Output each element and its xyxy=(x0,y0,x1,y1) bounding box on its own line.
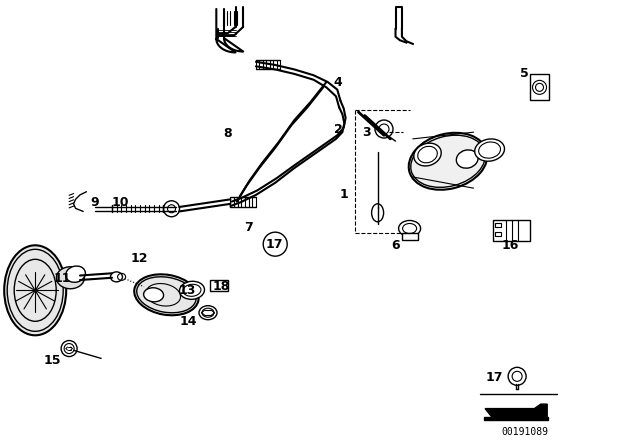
Bar xyxy=(210,280,228,291)
Ellipse shape xyxy=(475,139,504,161)
Text: 11: 11 xyxy=(54,272,72,285)
Text: 5: 5 xyxy=(520,67,529,81)
Text: 14: 14 xyxy=(180,315,198,328)
Bar xyxy=(493,220,530,241)
Bar xyxy=(495,223,501,227)
Ellipse shape xyxy=(134,274,198,315)
Ellipse shape xyxy=(199,306,217,320)
Ellipse shape xyxy=(111,272,122,282)
Circle shape xyxy=(532,80,547,95)
Text: 16: 16 xyxy=(502,239,520,252)
Circle shape xyxy=(375,120,393,138)
Text: 6: 6 xyxy=(391,239,400,252)
Text: 17: 17 xyxy=(265,237,283,251)
Text: 10: 10 xyxy=(111,196,129,209)
Circle shape xyxy=(61,340,77,357)
Polygon shape xyxy=(485,404,547,417)
Bar xyxy=(530,74,549,100)
Text: 18: 18 xyxy=(212,280,230,293)
Ellipse shape xyxy=(180,281,204,299)
Text: 1: 1 xyxy=(340,188,349,202)
Text: 15: 15 xyxy=(44,354,61,367)
Circle shape xyxy=(508,367,526,385)
Ellipse shape xyxy=(399,220,420,237)
Ellipse shape xyxy=(456,150,478,168)
Polygon shape xyxy=(484,417,548,420)
Bar xyxy=(402,233,418,240)
Text: 13: 13 xyxy=(178,284,196,297)
Ellipse shape xyxy=(143,288,164,302)
Text: 7: 7 xyxy=(244,221,253,234)
Ellipse shape xyxy=(414,143,441,166)
Text: 2: 2 xyxy=(333,123,342,137)
Circle shape xyxy=(164,201,179,217)
Ellipse shape xyxy=(372,204,383,222)
Text: 4: 4 xyxy=(333,76,342,90)
Text: 00191089: 00191089 xyxy=(501,427,548,437)
Text: 12: 12 xyxy=(131,252,148,266)
Text: 3: 3 xyxy=(362,125,371,139)
Ellipse shape xyxy=(4,246,66,335)
Ellipse shape xyxy=(66,266,85,282)
Text: 17: 17 xyxy=(486,370,504,384)
Bar xyxy=(495,232,501,236)
Text: 8: 8 xyxy=(223,127,232,140)
Ellipse shape xyxy=(409,133,487,190)
Ellipse shape xyxy=(56,267,84,289)
Text: 9: 9 xyxy=(90,196,99,209)
Circle shape xyxy=(263,232,287,256)
